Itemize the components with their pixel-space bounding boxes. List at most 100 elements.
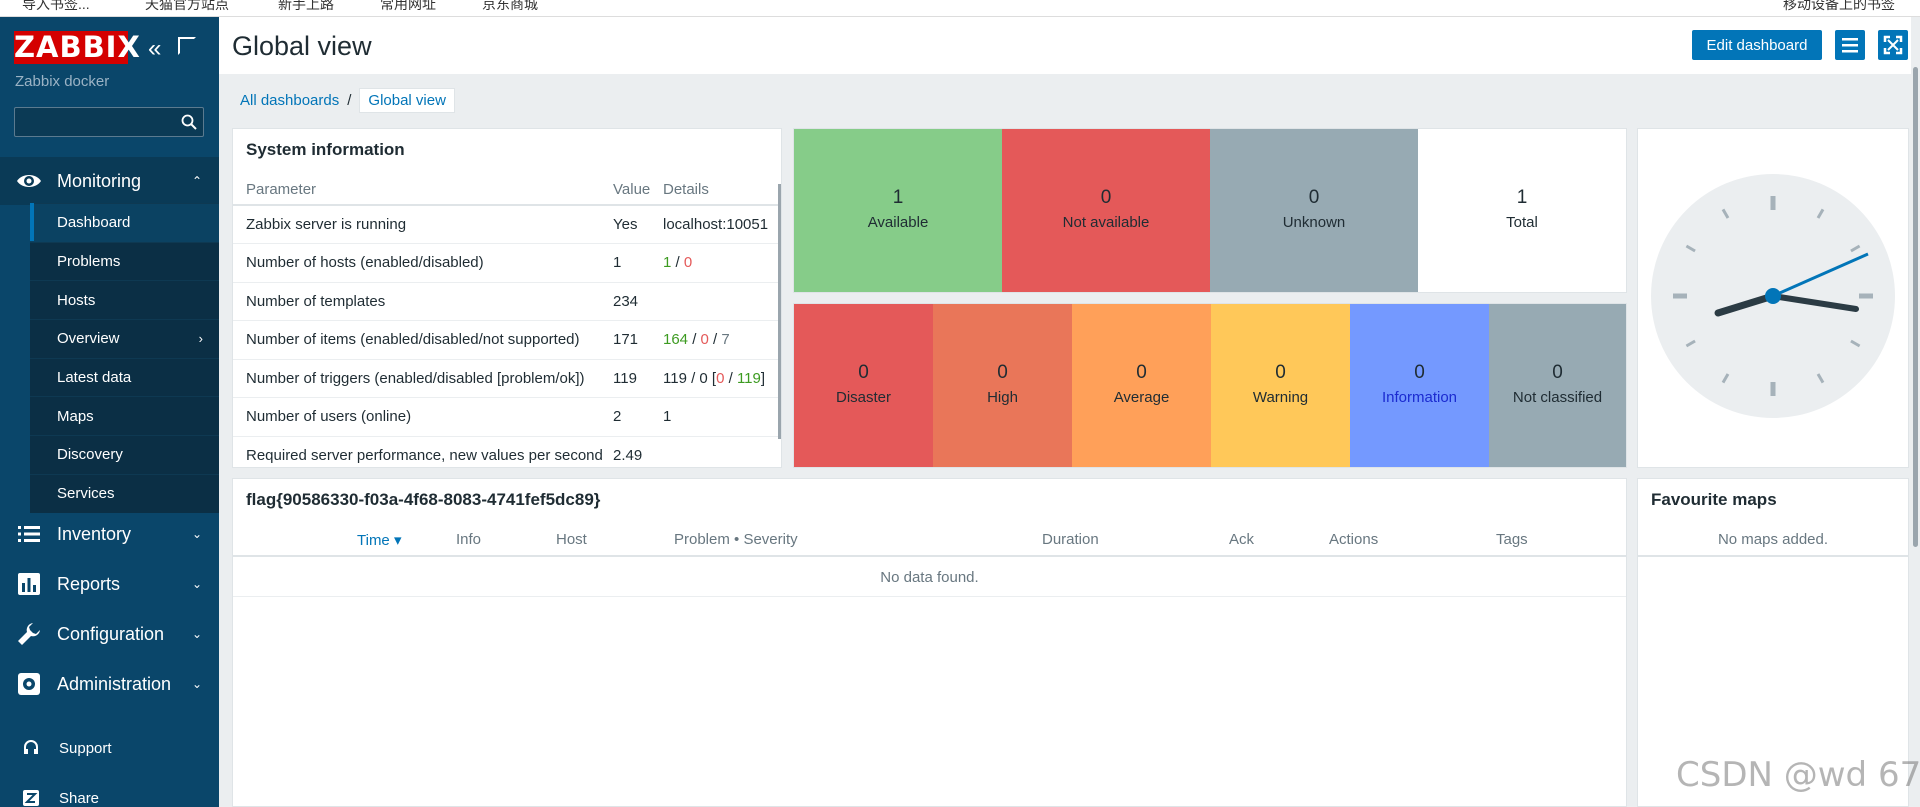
availability-total[interactable]: 1 Total xyxy=(1418,129,1626,292)
problem-count: 0 xyxy=(716,369,725,387)
clock-icon xyxy=(1651,174,1895,418)
bookmark-item[interactable]: 新手上路 xyxy=(278,0,334,12)
problems-by-severity-widget: 0 Disaster 0 High 0 Average 0 Warning 0 … xyxy=(793,303,1627,468)
severity-disaster[interactable]: 0 Disaster xyxy=(794,304,933,467)
value-cell: 234 xyxy=(613,282,663,321)
severity-label: Not classified xyxy=(1512,389,1603,406)
severity-count: 0 xyxy=(1552,362,1563,383)
menu-monitoring[interactable]: Monitoring ⌃ xyxy=(0,157,219,205)
availability-label: Not available xyxy=(1062,214,1150,231)
breadcrumb: All dashboards / Global view xyxy=(232,87,455,113)
details-cell: 119 / 0 [0 / 119] xyxy=(663,359,781,398)
clock-tick xyxy=(1816,373,1825,384)
menu-item-dashboard[interactable]: Dashboard xyxy=(30,203,219,242)
breadcrumb-current[interactable]: Global view xyxy=(359,87,455,113)
menu-item-overview-label: Overview xyxy=(57,330,120,348)
column-header-parameter: Parameter xyxy=(233,175,613,206)
menu-item-discovery[interactable]: Discovery xyxy=(30,435,219,474)
table-row: Number of items (enabled/disabled/not su… xyxy=(233,320,781,360)
details-cell: 1 xyxy=(663,397,781,437)
action-menu-button[interactable] xyxy=(1835,30,1865,60)
menu-icon xyxy=(1842,38,1858,53)
hide-sidebar-icon[interactable] xyxy=(178,37,196,55)
menu-configuration[interactable]: Configuration ⌄ xyxy=(0,610,219,658)
availability-count: 0 xyxy=(1308,187,1320,208)
column-header-actions: Actions xyxy=(1329,531,1379,548)
availability-count: 1 xyxy=(892,187,904,208)
menu-item-problems[interactable]: Problems xyxy=(30,241,219,281)
menu-share[interactable]: Share xyxy=(0,781,219,807)
param-cell: Required server performance, new values … xyxy=(233,436,613,467)
separator: / xyxy=(671,254,684,272)
availability-not-available[interactable]: 0 Not available xyxy=(1002,129,1210,292)
sidebar-search xyxy=(14,107,204,137)
availability-label: Total xyxy=(1506,214,1538,231)
bookmark-item[interactable]: 天猫官方站点 xyxy=(145,0,229,12)
kiosk-mode-button[interactable] xyxy=(1878,30,1908,60)
search-icon[interactable] xyxy=(181,114,197,130)
menu-item-maps[interactable]: Maps xyxy=(30,396,219,435)
collapse-sidebar-icon[interactable]: « xyxy=(148,35,162,62)
edit-dashboard-button[interactable]: Edit dashboard xyxy=(1692,30,1822,60)
menu-share-label: Share xyxy=(59,789,100,807)
menu-inventory[interactable]: Inventory ⌄ xyxy=(0,510,219,558)
severity-high[interactable]: 0 High xyxy=(933,304,1072,467)
host-availability-widget: 1 Available 0 Not available 0 Unknown 1 … xyxy=(793,128,1627,293)
menu-item-latest-data[interactable]: Latest data xyxy=(30,357,219,397)
availability-count: 0 xyxy=(1100,187,1112,208)
menu-item-services[interactable]: Services xyxy=(30,473,219,513)
menu-support[interactable]: Support xyxy=(0,731,219,765)
column-header-tags: Tags xyxy=(1496,531,1528,548)
bookmark-item[interactable]: 移动设备上的书签 xyxy=(1783,0,1895,12)
bar-chart-icon xyxy=(18,573,40,595)
page-scrollbar[interactable] xyxy=(1911,17,1920,807)
menu-reports[interactable]: Reports ⌄ xyxy=(0,560,219,608)
param-cell: Number of triggers (enabled/disabled [pr… xyxy=(233,359,613,398)
column-header-time[interactable]: Time ▾ xyxy=(357,532,402,549)
bookmark-item[interactable]: 导入书签... xyxy=(22,0,90,12)
zabbix-logo[interactable]: ZABBIX xyxy=(14,30,141,64)
menu-reports-label: Reports xyxy=(57,573,121,594)
details-cell: localhost:10051 xyxy=(663,205,781,244)
param-cell: Number of templates xyxy=(233,282,613,321)
menu-item-hosts[interactable]: Hosts xyxy=(30,280,219,319)
instance-name: Zabbix docker xyxy=(15,73,110,90)
details-cell xyxy=(663,282,781,321)
severity-average[interactable]: 0 Average xyxy=(1072,304,1211,467)
menu-administration[interactable]: Administration ⌄ xyxy=(0,660,219,708)
severity-not-classified[interactable]: 0 Not classified xyxy=(1489,304,1626,467)
sidebar-search-input[interactable] xyxy=(15,108,165,136)
eye-icon xyxy=(17,175,41,187)
param-cell: Number of items (enabled/disabled/not su… xyxy=(233,320,613,360)
table-row: Required server performance, new values … xyxy=(233,436,781,467)
minute-hand xyxy=(1770,293,1859,312)
value-cell: Yes xyxy=(613,205,663,244)
bookmark-item[interactable]: 常用网址 xyxy=(380,0,436,12)
breadcrumb-all-dashboards[interactable]: All dashboards xyxy=(240,91,340,109)
availability-label: Available xyxy=(867,214,929,231)
widget-title: System information xyxy=(246,140,405,159)
widget-scrollbar[interactable] xyxy=(778,184,781,439)
gear-icon xyxy=(18,673,40,695)
menu-support-label: Support xyxy=(59,739,112,757)
severity-warning[interactable]: 0 Warning xyxy=(1211,304,1350,467)
disabled-count: 0 xyxy=(700,331,709,349)
breadcrumb-separator: / xyxy=(347,91,352,109)
trigger-prefix: 119 / 0 [ xyxy=(663,369,717,387)
severity-information[interactable]: 0 Information xyxy=(1350,304,1489,467)
favourite-maps-widget: Favourite maps No maps added. xyxy=(1637,478,1909,807)
bookmark-item[interactable]: 京东商城 xyxy=(482,0,538,12)
availability-available[interactable]: 1 Available xyxy=(794,129,1002,292)
param-cell: Zabbix server is running xyxy=(233,205,613,244)
scrollbar-thumb[interactable] xyxy=(1913,67,1918,547)
menu-item-overview[interactable]: Overview › xyxy=(30,319,219,358)
headset-icon xyxy=(24,740,38,754)
separator: / xyxy=(724,369,737,387)
enabled-count: 164 xyxy=(663,331,689,349)
severity-label: Warning xyxy=(1252,389,1309,406)
menu-administration-label: Administration xyxy=(57,673,172,694)
list-icon xyxy=(18,526,40,542)
availability-unknown[interactable]: 0 Unknown xyxy=(1210,129,1418,292)
widget-title: Favourite maps xyxy=(1651,490,1777,509)
details-cell xyxy=(663,436,781,467)
